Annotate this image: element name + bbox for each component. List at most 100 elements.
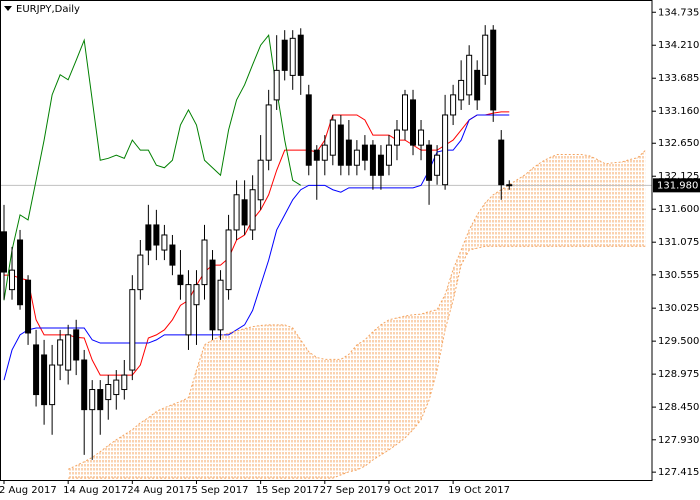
plot-border <box>0 0 653 481</box>
candle-body <box>474 69 481 101</box>
candle-body <box>321 144 328 161</box>
candle-body <box>393 129 400 146</box>
candle-body <box>385 144 392 166</box>
candle-body <box>418 129 425 146</box>
y-tick-label: 128.450 <box>658 402 699 413</box>
y-tick-label: 134.735 <box>658 7 699 18</box>
candle-body <box>442 114 449 186</box>
y-tick-label: 131.075 <box>658 237 699 248</box>
y-tick-label: 133.685 <box>658 73 699 84</box>
candle-body <box>129 289 136 371</box>
candle-body <box>410 99 417 146</box>
y-tick-label: 127.415 <box>658 467 699 478</box>
candle-body <box>313 149 320 161</box>
candle-body <box>121 374 128 391</box>
candle-body <box>1 231 7 273</box>
candle-body <box>225 229 232 291</box>
candle-body <box>450 94 457 116</box>
candle-body <box>345 139 352 166</box>
candle-body <box>169 244 176 266</box>
candle-body <box>201 239 208 286</box>
candle-body <box>273 69 280 101</box>
candle-body <box>458 79 465 101</box>
candle-body <box>402 94 408 131</box>
candle-body <box>249 189 256 231</box>
y-tick-label: 129.500 <box>658 336 699 347</box>
candle-body <box>25 279 32 334</box>
candle-body <box>177 274 184 286</box>
last-price-label: 131.980 <box>657 180 698 191</box>
y-tick-label: 128.975 <box>658 369 699 380</box>
candle-body <box>490 29 497 111</box>
symbol-icon <box>4 6 12 11</box>
candle-body <box>329 119 336 156</box>
x-tick-label: 5 Sep 2017 <box>191 485 248 496</box>
x-tick-label: 27 Sep 2017 <box>320 485 383 496</box>
y-tick-label: 134.210 <box>658 40 699 51</box>
candle-body <box>289 37 296 76</box>
candle-body <box>305 94 312 166</box>
y-tick-label: 127.930 <box>658 435 699 446</box>
candle-body <box>113 379 120 396</box>
candle-body <box>105 384 112 401</box>
candle-body <box>145 224 152 251</box>
candle-body <box>426 144 433 181</box>
candle-body <box>185 284 192 336</box>
cloud-span <box>68 245 646 479</box>
plot-area <box>0 25 652 479</box>
last-price-box <box>653 178 700 193</box>
x-tick-label: 19 Oct 2017 <box>448 485 510 496</box>
y-tick-label: 131.600 <box>658 204 699 215</box>
candle-body <box>241 199 248 226</box>
candle-body <box>265 104 272 161</box>
indicator-line <box>4 111 510 376</box>
y-tick-label: 132.125 <box>658 171 699 182</box>
candle-body <box>73 329 80 361</box>
x-tick-label: 14 Aug 2017 <box>63 485 127 496</box>
candle-body <box>17 239 24 306</box>
candle-body <box>137 254 144 291</box>
candle-body <box>153 224 160 246</box>
candle-body <box>161 234 168 251</box>
candle-body <box>466 54 473 96</box>
candle-body <box>65 334 72 371</box>
y-tick-label: 133.160 <box>658 106 699 117</box>
candle-body <box>361 144 368 161</box>
candle-body <box>377 154 384 176</box>
candle-body <box>233 194 240 231</box>
x-tick-label: 15 Sep 2017 <box>256 485 319 496</box>
candle-body <box>281 39 288 71</box>
candle-body <box>57 339 64 366</box>
candle-body <box>193 284 200 306</box>
candle-body <box>209 259 216 331</box>
cloud-fill <box>68 150 646 479</box>
candle-body <box>81 359 88 411</box>
candle-body <box>369 144 376 176</box>
candle-body <box>498 139 505 186</box>
y-tick-label: 130.025 <box>658 303 699 314</box>
x-tick-label: 9 Oct 2017 <box>384 485 439 496</box>
candle-body <box>97 389 104 411</box>
candle-body <box>41 354 48 406</box>
candle-body <box>482 34 489 76</box>
candle-body <box>257 159 264 201</box>
candle-body <box>337 124 344 166</box>
y-tick-label: 130.555 <box>658 270 699 281</box>
candle-body <box>506 184 513 187</box>
candle-body <box>9 269 16 291</box>
candle-body <box>33 344 40 396</box>
candle-body <box>89 389 96 411</box>
indicator-line <box>3 33 302 301</box>
candle-body <box>49 364 56 406</box>
y-tick-label: 132.650 <box>658 138 699 149</box>
cloud-span <box>67 149 646 470</box>
x-tick-label: 24 Aug 2017 <box>127 485 191 496</box>
candle-body <box>217 279 224 331</box>
candle-body <box>297 34 304 76</box>
x-tick-label: 2 Aug 2017 <box>0 485 57 496</box>
chart-title: EURJPY,Daily <box>16 4 80 15</box>
indicator-line <box>3 114 510 381</box>
candle-body <box>434 154 441 176</box>
